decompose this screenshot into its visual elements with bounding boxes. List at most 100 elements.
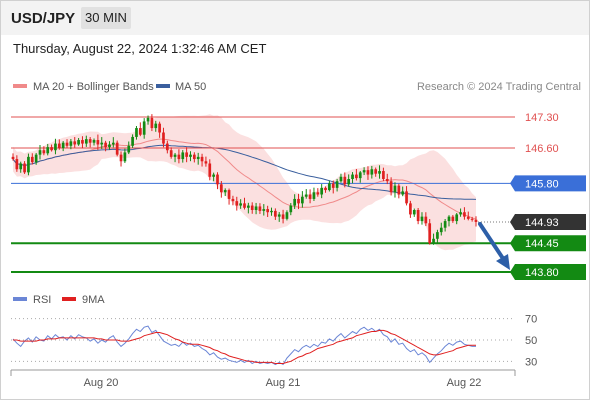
candle bbox=[223, 188, 227, 197]
candle bbox=[181, 150, 185, 163]
candle bbox=[123, 148, 127, 163]
support-tag bbox=[510, 264, 586, 280]
rsi-line bbox=[12, 325, 476, 366]
candle bbox=[115, 140, 119, 157]
candle bbox=[331, 180, 335, 194]
ma20-legend-label: MA 20 + Bollinger Bands bbox=[33, 81, 154, 93]
price-level-labels: 147.30 146.60 145.80 144.93 144.45 143.80 bbox=[510, 112, 586, 280]
candle bbox=[200, 153, 204, 167]
candle bbox=[119, 151, 123, 167]
candle bbox=[297, 193, 300, 210]
candle bbox=[127, 141, 131, 155]
candle bbox=[104, 140, 107, 152]
forecast-arrow-shaft bbox=[478, 221, 508, 265]
candle bbox=[420, 212, 424, 225]
candle bbox=[177, 149, 181, 164]
rsi-tick-label: 50 bbox=[525, 335, 537, 347]
candle bbox=[11, 153, 15, 161]
rsi-ma-line bbox=[13, 329, 476, 364]
candle bbox=[289, 203, 293, 216]
ma50-legend-swatch bbox=[156, 84, 170, 88]
candle bbox=[409, 200, 412, 218]
candle bbox=[432, 233, 435, 245]
pivot-label: 145.80 bbox=[525, 178, 559, 190]
candle bbox=[158, 121, 161, 138]
candle bbox=[165, 140, 169, 154]
chart-timestamp: Thursday, August 22, 2024 1:32:46 AM CET bbox=[13, 41, 267, 56]
candle bbox=[382, 167, 385, 182]
candle bbox=[227, 188, 231, 205]
support-label: 143.80 bbox=[525, 267, 559, 279]
candle bbox=[46, 143, 50, 156]
candle bbox=[397, 183, 401, 199]
candle bbox=[88, 137, 92, 148]
candle bbox=[73, 137, 77, 148]
rsi-legend: RSI 9MA bbox=[13, 294, 105, 306]
candle bbox=[466, 211, 470, 221]
candle bbox=[335, 178, 339, 192]
candle bbox=[84, 135, 88, 147]
candle bbox=[285, 210, 289, 221]
interval-selector[interactable]: 30 MIN bbox=[81, 7, 131, 29]
candle bbox=[355, 169, 358, 181]
candle bbox=[266, 205, 270, 218]
candle bbox=[192, 152, 196, 163]
candle bbox=[274, 208, 277, 220]
ma20-legend-swatch bbox=[13, 84, 27, 88]
symbol-title: USD/JPY bbox=[11, 10, 76, 27]
candle bbox=[343, 172, 347, 188]
candlesticks bbox=[11, 114, 478, 245]
time-axis-label: Aug 21 bbox=[266, 377, 301, 389]
rsi-tick-label: 30 bbox=[525, 356, 537, 368]
rsi-panel: 70 50 30 bbox=[11, 314, 537, 368]
pivot-tag bbox=[510, 175, 586, 192]
chart-header: USD/JPY 30 MIN bbox=[1, 1, 589, 35]
candle bbox=[301, 191, 304, 208]
candle bbox=[231, 195, 235, 206]
candle bbox=[316, 188, 320, 197]
candle bbox=[27, 153, 30, 176]
candle bbox=[77, 138, 80, 146]
candle bbox=[239, 199, 242, 209]
rsi-legend-label: RSI bbox=[33, 294, 51, 306]
candle bbox=[169, 147, 173, 159]
rsi-ma-legend-label: 9MA bbox=[82, 294, 105, 306]
candle bbox=[451, 214, 455, 223]
candle bbox=[304, 189, 308, 199]
candle bbox=[416, 207, 420, 225]
candle bbox=[366, 166, 370, 180]
candle bbox=[189, 151, 192, 162]
copyright-text: Research © 2024 Trading Central bbox=[417, 81, 581, 93]
candle bbox=[216, 172, 219, 190]
candle bbox=[401, 186, 405, 197]
candle bbox=[320, 184, 324, 199]
candle bbox=[108, 141, 111, 150]
bollinger-bands bbox=[13, 114, 476, 251]
candle bbox=[243, 197, 246, 210]
candle bbox=[100, 137, 104, 149]
candle bbox=[428, 219, 432, 245]
candle bbox=[474, 216, 478, 227]
time-axis: Aug 20 Aug 21 Aug 22 bbox=[10, 369, 516, 389]
candle bbox=[347, 174, 351, 187]
candle bbox=[38, 144, 42, 160]
candle bbox=[459, 208, 462, 217]
resistance-label: 146.60 bbox=[525, 143, 559, 155]
forecast-arrow bbox=[478, 221, 510, 270]
candle bbox=[351, 172, 354, 184]
rsi-ma-legend-swatch bbox=[62, 297, 76, 301]
candle bbox=[69, 138, 73, 150]
candle bbox=[81, 136, 84, 149]
candle bbox=[42, 146, 46, 156]
last-price-label: 144.93 bbox=[525, 217, 559, 229]
resistance-label: 147.30 bbox=[525, 112, 559, 124]
candle bbox=[19, 161, 23, 173]
candle bbox=[135, 125, 138, 140]
candle bbox=[247, 202, 250, 214]
candle bbox=[111, 137, 115, 148]
candle bbox=[389, 177, 393, 196]
candle bbox=[162, 127, 165, 148]
candle bbox=[196, 152, 200, 165]
candle bbox=[146, 115, 150, 125]
candle bbox=[358, 170, 362, 183]
